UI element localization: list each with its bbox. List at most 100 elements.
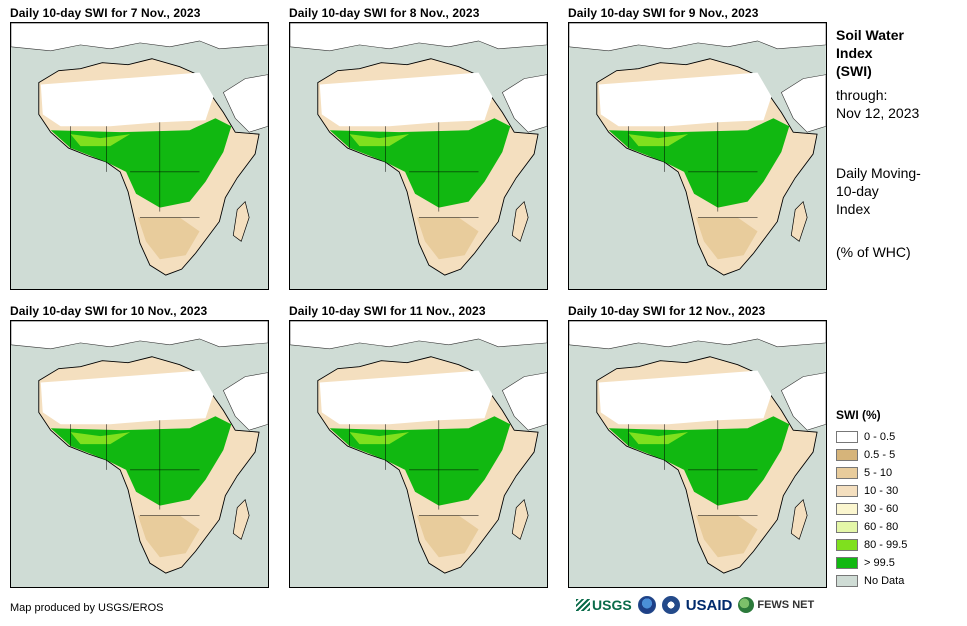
moist-zone (349, 432, 410, 445)
legend-title: SWI (%) (836, 408, 881, 422)
legend-label: > 99.5 (864, 557, 895, 569)
panel-title-1: Daily 10-day SWI for 7 Nov., 2023 (10, 6, 201, 20)
legend-label: 30 - 60 (864, 503, 899, 515)
usgs-waves-icon (576, 599, 590, 611)
southern-dry-zone (138, 515, 200, 558)
legend-swatch (836, 575, 858, 587)
legend-item: 0.5 - 5 (836, 446, 907, 464)
southern-dry-zone (696, 217, 758, 260)
moist-zone (628, 134, 689, 147)
europe-landmass (290, 23, 547, 52)
europe-landmass (569, 321, 826, 350)
panel-title-6: Daily 10-day SWI for 12 Nov., 2023 (568, 304, 766, 318)
index-title-line2: Index (836, 45, 873, 61)
legend-item: No Data (836, 572, 907, 590)
legend-item: 30 - 60 (836, 500, 907, 518)
arabia-landmass (501, 372, 547, 431)
map-panel-6[interactable] (568, 320, 827, 588)
legend-label: 60 - 80 (864, 521, 899, 533)
moist-zone (628, 432, 689, 445)
europe-landmass (569, 23, 826, 52)
through-date: Nov 12, 2023 (836, 105, 920, 121)
europe-landmass (11, 23, 268, 52)
description-line3: Index (836, 201, 871, 217)
legend-swatch (836, 467, 858, 479)
usaid-logo: USAID (685, 596, 733, 614)
legend-item: 0 - 0.5 (836, 428, 907, 446)
legend-label: No Data (864, 575, 905, 587)
sahara-dry-zone (319, 370, 493, 425)
logo-bar: USGS USAID FEWS NET (576, 596, 814, 614)
description-line1: Daily Moving- (836, 165, 921, 181)
arabia-landmass (222, 372, 268, 431)
sahara-dry-zone (598, 370, 772, 425)
panel-title-4: Daily 10-day SWI for 10 Nov., 2023 (10, 304, 208, 318)
map-panel-1[interactable] (10, 22, 269, 290)
europe-landmass (290, 321, 547, 350)
europe-landmass (11, 321, 268, 350)
globe-icon (738, 597, 755, 613)
legend-label: 10 - 30 (864, 485, 899, 497)
usgs-logo: USGS (576, 597, 632, 613)
arabia-landmass (222, 74, 268, 133)
map-panel-5[interactable] (289, 320, 548, 588)
arabia-landmass (780, 372, 826, 431)
index-title: Soil Water Index (SWI) (836, 26, 904, 80)
credit-text: Map produced by USGS/EROS (10, 602, 164, 614)
through-info: through: Nov 12, 2023 (836, 86, 919, 122)
fews-net-logo: FEWS NET (738, 597, 814, 613)
moist-zone (70, 432, 131, 445)
southern-dry-zone (138, 217, 200, 260)
legend-swatch (836, 557, 858, 569)
agency-seal-icon (661, 596, 680, 614)
index-title-line3: (SWI) (836, 63, 872, 79)
country-borders (628, 420, 758, 516)
southern-dry-zone (417, 515, 479, 558)
legend-swatch (836, 485, 858, 497)
madagascar-landmass (511, 200, 529, 242)
sahara-dry-zone (598, 72, 772, 127)
legend-label: 5 - 10 (864, 467, 893, 479)
moist-zone (70, 134, 131, 147)
madagascar-landmass (790, 200, 808, 242)
arabia-landmass (780, 74, 826, 133)
southern-dry-zone (696, 515, 758, 558)
legend-swatch (836, 539, 858, 551)
country-borders (349, 420, 479, 516)
arabia-landmass (501, 74, 547, 133)
legend-swatch (836, 449, 858, 461)
panel-title-3: Daily 10-day SWI for 9 Nov., 2023 (568, 6, 759, 20)
legend-item: 60 - 80 (836, 518, 907, 536)
country-borders (70, 122, 200, 218)
country-borders (628, 122, 758, 218)
madagascar-landmass (232, 498, 250, 540)
southern-dry-zone (417, 217, 479, 260)
legend-item: 10 - 30 (836, 482, 907, 500)
sahara-dry-zone (319, 72, 493, 127)
madagascar-landmass (511, 498, 529, 540)
legend: 0 - 0.5 0.5 - 5 5 - 10 10 - 30 30 - 60 6… (836, 428, 907, 590)
madagascar-landmass (790, 498, 808, 540)
map-panel-3[interactable] (568, 22, 827, 290)
legend-label: 0.5 - 5 (864, 449, 896, 461)
index-title-line1: Soil Water (836, 27, 904, 43)
legend-swatch (836, 521, 858, 533)
description-line2: 10-day (836, 183, 879, 199)
noaa-logo-icon (637, 596, 656, 614)
panel-title-2: Daily 10-day SWI for 8 Nov., 2023 (289, 6, 480, 20)
legend-label: 0 - 0.5 (864, 431, 896, 443)
usgs-logo-text: USGS (592, 597, 632, 613)
sahara-dry-zone (40, 370, 214, 425)
country-borders (70, 420, 200, 516)
country-borders (349, 122, 479, 218)
panel-title-5: Daily 10-day SWI for 11 Nov., 2023 (289, 304, 486, 318)
index-description: Daily Moving- 10-day Index (836, 164, 921, 218)
legend-item: 5 - 10 (836, 464, 907, 482)
legend-item: 80 - 99.5 (836, 536, 907, 554)
moist-zone (349, 134, 410, 147)
map-panel-2[interactable] (289, 22, 548, 290)
map-panel-4[interactable] (10, 320, 269, 588)
legend-swatch (836, 431, 858, 443)
through-label: through: (836, 87, 888, 103)
legend-label: 80 - 99.5 (864, 539, 908, 551)
